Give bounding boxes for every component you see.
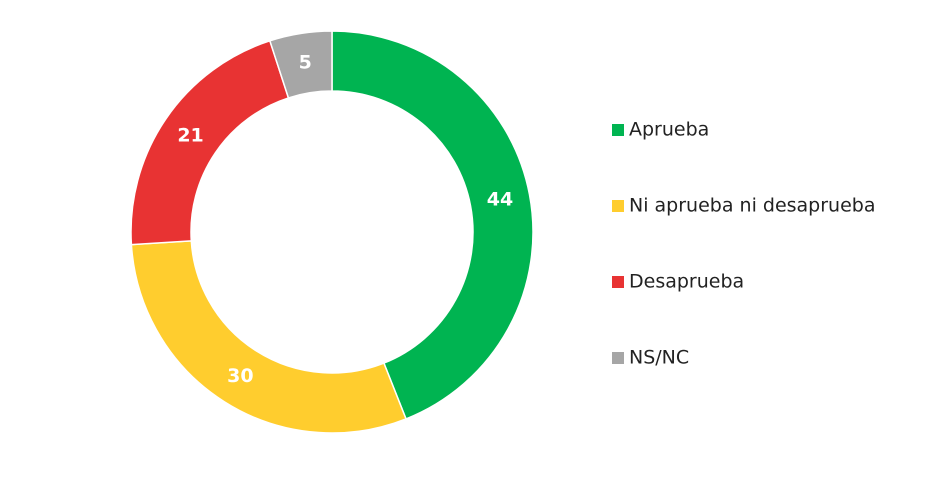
donut-slice bbox=[268, 30, 333, 99]
donut-slice bbox=[130, 39, 290, 246]
data-label: 5 bbox=[299, 52, 312, 74]
legend-label: Aprueba bbox=[629, 119, 709, 141]
donut-slice bbox=[130, 240, 407, 434]
legend-swatch bbox=[612, 200, 624, 212]
legend-swatch bbox=[612, 276, 624, 288]
donut-slice bbox=[331, 30, 534, 420]
data-label: 44 bbox=[487, 188, 513, 210]
legend-label: NS/NC bbox=[629, 347, 689, 369]
data-label: 30 bbox=[227, 365, 253, 387]
data-label: 21 bbox=[177, 124, 203, 146]
legend-label: Desaprueba bbox=[629, 271, 744, 293]
legend-swatch bbox=[612, 124, 624, 136]
legend-swatch bbox=[612, 352, 624, 364]
legend-label: Ni aprueba ni desaprueba bbox=[629, 195, 875, 217]
